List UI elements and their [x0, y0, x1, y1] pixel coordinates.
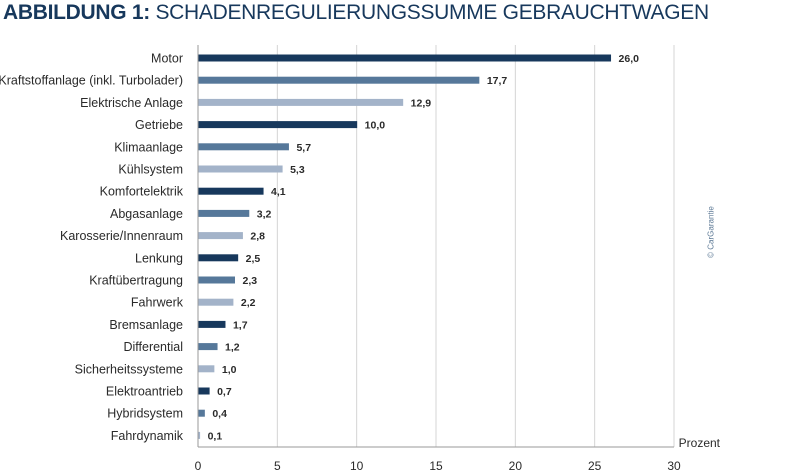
- category-labels: Motor Kraftstoffanlage (inkl. Turbolader)…: [0, 52, 184, 443]
- x-tick-label: 30: [667, 459, 681, 473]
- category-label: Sicherheitssysteme: [75, 362, 183, 376]
- value-label: 5,7: [296, 142, 311, 154]
- category-label: Klimaanlage: [114, 140, 183, 154]
- bar-14: [198, 343, 218, 351]
- category-label: Karosserie/Innenraum: [60, 229, 183, 243]
- bars: [198, 54, 612, 439]
- value-label: 2,2: [241, 297, 256, 309]
- bar-2: [198, 76, 480, 84]
- category-label: Kühlsystem: [118, 163, 183, 177]
- category-label: Getriebe: [135, 118, 183, 132]
- bar-8: [198, 209, 250, 217]
- category-label: Fahrdynamik: [111, 429, 184, 443]
- category-label: Kraftstoffanlage (inkl. Turbolader): [0, 74, 183, 88]
- x-tick-label: 5: [274, 459, 281, 473]
- value-label: 0,1: [208, 430, 223, 442]
- value-label: 26,0: [619, 53, 640, 65]
- title-text: SCHADENREGULIERUNGSSUMME GEBRAUCHTWAGEN: [155, 1, 709, 24]
- x-tick-label: 0: [195, 459, 202, 473]
- bar-9: [198, 232, 243, 240]
- x-tick-label: 10: [350, 459, 364, 473]
- bar-15: [198, 365, 215, 373]
- value-label: 0,4: [212, 408, 227, 420]
- category-label: Hybridsystem: [107, 407, 183, 421]
- x-tick-label: 25: [588, 459, 602, 473]
- category-label: Differential: [123, 340, 183, 354]
- value-label: 1,0: [222, 364, 237, 376]
- bar-1: [198, 54, 612, 62]
- value-label: 5,3: [290, 164, 305, 176]
- title-prefix: ABBILDUNG 1:: [3, 1, 150, 24]
- value-label: 1,2: [225, 342, 240, 354]
- bar-13: [198, 320, 226, 328]
- value-label: 2,5: [246, 253, 261, 265]
- value-labels: 26,0 17,7 12,9 10,0 5,7 5,3 4,1 3,2 2,8 2,5 2,3 2,2…: [208, 53, 640, 442]
- category-label: Elektrische Anlage: [80, 96, 183, 110]
- x-tick-label: 20: [509, 459, 523, 473]
- value-label: 1,7: [233, 319, 248, 331]
- value-label: 12,9: [411, 97, 432, 109]
- value-label: 3,2: [257, 208, 272, 220]
- category-label: Abgasanlage: [110, 207, 183, 221]
- axes: 0 5 10 15 20 25 30 Prozent: [195, 45, 721, 473]
- x-axis-title: Prozent: [679, 436, 721, 450]
- category-label: Elektroantrieb: [106, 385, 183, 399]
- category-label: Bremsanlage: [109, 318, 183, 332]
- category-label: Motor: [151, 52, 183, 66]
- category-label: Lenkung: [135, 251, 183, 265]
- value-label: 0,7: [217, 386, 232, 398]
- chart-title: ABBILDUNG 1: SCHADENREGULIERUNGSSUMME GE…: [3, 0, 709, 26]
- bar-18: [198, 431, 201, 439]
- category-label: Komfortelektrik: [100, 185, 184, 199]
- bar-12: [198, 298, 234, 306]
- bar-7: [198, 187, 264, 195]
- value-label: 10,0: [365, 120, 386, 132]
- category-label: Kraftübertragung: [89, 274, 183, 288]
- bar-3: [198, 98, 404, 106]
- bar-11: [198, 276, 235, 284]
- bar-16: [198, 387, 210, 395]
- grid-lines: [276, 45, 675, 447]
- value-label: 2,8: [250, 231, 265, 243]
- bar-10: [198, 254, 239, 262]
- value-label: 4,1: [271, 186, 286, 198]
- bar-5: [198, 143, 289, 151]
- bar-17: [198, 409, 205, 417]
- value-label: 2,3: [242, 275, 257, 287]
- credit-text: © CarGarantie: [706, 206, 716, 258]
- bar-6: [198, 165, 283, 173]
- value-label: 17,7: [487, 75, 508, 87]
- category-label: Fahrwerk: [131, 296, 184, 310]
- x-tick-label: 15: [429, 459, 443, 473]
- bar-4: [198, 121, 358, 129]
